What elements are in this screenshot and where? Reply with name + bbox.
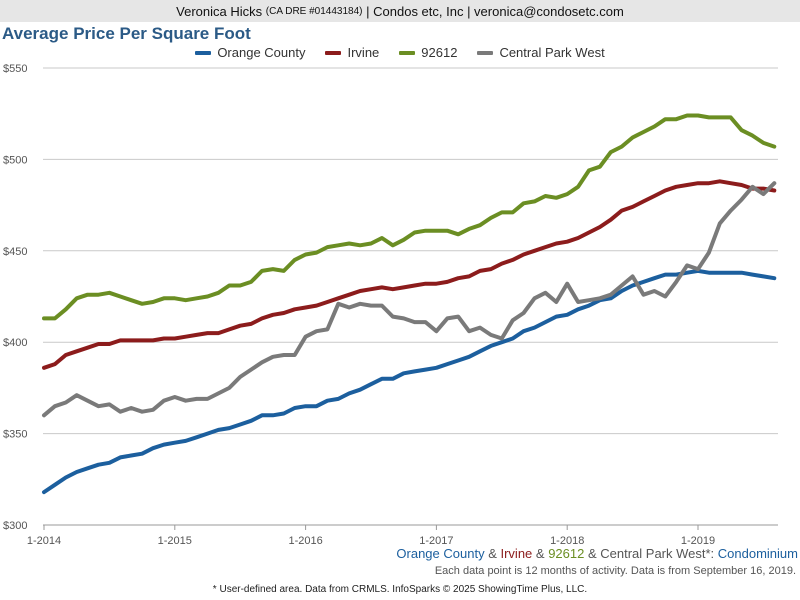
subtitle-separator: & (584, 546, 601, 561)
x-tick-label: 1-2018 (550, 535, 584, 547)
series-line-orange-county[interactable] (42, 268, 777, 495)
subtitle-central-park-west: Central Park West*: (600, 546, 715, 561)
y-tick-label: $350 (3, 429, 27, 441)
subtitle-separator: & (484, 546, 501, 561)
legend-label-orange-county: Orange County (217, 45, 306, 60)
legend-swatch-92612 (399, 50, 416, 55)
legend-label-irvine: Irvine (347, 45, 380, 60)
series-layer (42, 113, 777, 495)
legend-item-irvine[interactable]: Irvine (325, 45, 379, 60)
legend-swatch-central-park-west (477, 50, 494, 55)
header-contact: | Condos etc, Inc | veronica@condosetc.c… (366, 3, 624, 19)
y-tick-label: $500 (3, 154, 27, 166)
subtitle-property-type: Condominium (714, 546, 798, 561)
legend-label-92612: 92612 (421, 45, 458, 60)
legend-item-central-park-west[interactable]: Central Park West (477, 45, 605, 60)
legend-swatch-orange-county (195, 50, 212, 55)
series-line-92612[interactable] (42, 113, 777, 321)
subtitle-irvine: Irvine (500, 546, 533, 561)
subtitle-separator: & (532, 546, 549, 561)
x-tick-label: 1-2015 (158, 535, 192, 547)
legend-swatch-irvine (325, 50, 342, 55)
header-bar: Veronica Hicks (CA DRE #01443184) | Cond… (0, 0, 800, 22)
x-tick-label: 1-2016 (288, 535, 322, 547)
axis-layer: $300 $350 $400 $450 $500 $550 1-2014 1-2015 1-20… (3, 63, 778, 547)
legend-label-central-park-west: Central Park West (499, 45, 605, 60)
y-tick-label: $400 (3, 337, 27, 349)
legend-item-92612[interactable]: 92612 (399, 45, 457, 60)
y-tick-label: $450 (3, 246, 27, 258)
footer-note: * User-defined area. Data from CRMLS. In… (212, 584, 588, 595)
x-tick-label: 1-2014 (27, 535, 61, 547)
agent-name: Veronica Hicks (176, 3, 263, 19)
series-line-central-park-west[interactable] (42, 181, 777, 418)
legend-item-orange-county[interactable]: Orange County (195, 45, 305, 60)
chart-subtitle: Orange County & Irvine & 92612 & Central… (396, 546, 798, 561)
activity-note: Each data point is 12 months of activity… (434, 565, 796, 577)
chart-title: Average Price Per Square Foot (2, 24, 251, 43)
chart-legend: Orange County Irvine 92612 Central Park … (0, 45, 800, 60)
series-line-irvine[interactable] (42, 179, 777, 370)
subtitle-92612: 92612 (548, 546, 585, 561)
x-tick-label: 1-2017 (419, 535, 453, 547)
subtitle-orange-county: Orange County (396, 546, 485, 561)
agent-license: (CA DRE #01443184) (265, 5, 363, 17)
y-tick-label: $300 (3, 520, 27, 532)
x-tick-label: 1-2019 (681, 535, 715, 547)
y-tick-label: $550 (3, 63, 27, 75)
